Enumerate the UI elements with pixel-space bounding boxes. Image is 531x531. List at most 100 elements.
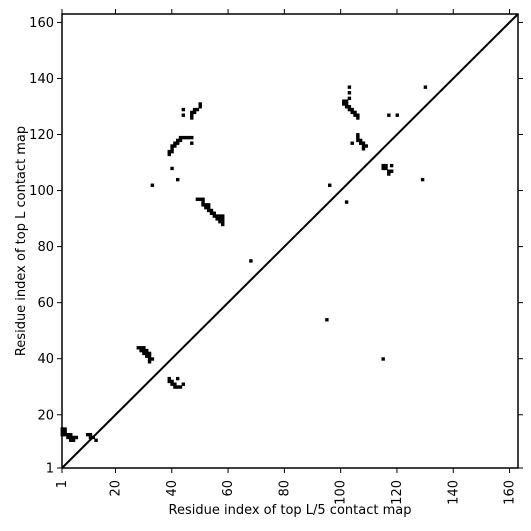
contact-point [139,348,143,353]
contact-point [212,211,216,215]
contact-point [145,351,149,356]
contact-point [88,432,93,437]
y-tick-label: 100 [29,184,54,199]
diagonal-line [61,13,519,469]
y-tick-label: 60 [37,296,54,311]
contact-point [384,163,388,168]
contact-point [356,116,360,120]
contact-point [173,385,177,389]
contact-point [190,116,194,120]
contact-point [215,217,219,221]
contact-point [142,346,146,350]
contact-point [356,135,360,140]
contact-point [190,135,194,140]
contact-point [147,357,152,361]
contact-point [218,219,222,224]
x-tick-label: 140 [446,480,461,505]
contact-point [66,435,70,440]
contact-point [364,144,368,148]
contact-point [389,163,394,168]
contact-point [361,144,366,148]
contact-point [167,152,171,157]
contact-point [176,376,180,381]
x-axis-title: Residue index of top L/5 contact map [169,503,412,518]
contact-point [356,138,360,143]
contact-point [195,107,200,112]
contact-point [173,382,177,386]
ticks-layer: 1 20 40 60 80 100 120 140 1601204060801001201401… [29,9,523,505]
contact-point [150,357,155,361]
contact-point [218,214,222,218]
contact-point [344,99,349,103]
contact-point [420,177,425,182]
contact-points-layer [60,85,428,442]
contact-point [350,107,354,112]
y-tick-label: 40 [37,352,54,367]
contact-point [358,138,363,143]
contact-point [170,147,174,151]
contact-point [88,435,93,440]
contact-point [173,144,177,148]
contact-point [215,214,219,218]
contact-point [145,348,149,353]
contact-point [192,110,197,115]
contact-point [178,385,183,389]
x-tick-label: 120 [390,480,405,505]
contact-point [147,360,152,364]
contact-point [170,166,174,171]
contact-point [209,211,214,215]
contact-point [201,200,205,204]
y-tick-label: 120 [29,128,54,143]
contact-point [195,197,200,201]
contact-point [381,163,385,168]
contact-point [381,357,385,361]
contact-point [204,205,208,210]
contact-point [142,348,146,353]
contact-point [347,107,352,112]
contact-point [142,351,146,356]
contact-point [170,144,174,148]
contact-point [178,135,183,140]
contact-point [69,432,73,437]
contact-point [221,222,225,227]
y-tick-label: 20 [37,408,54,423]
contact-point [71,435,76,440]
contact-point [389,169,394,173]
contact-point [181,113,186,117]
contact-point [136,346,140,350]
contact-point [190,113,194,117]
contact-point [167,376,171,381]
contact-point [344,102,349,106]
contact-point [342,102,346,106]
contact-point [212,214,216,218]
contact-point [190,141,194,145]
contact-point [139,346,143,350]
contact-point [206,205,211,210]
contact-point [358,141,363,145]
contact-point [63,427,67,431]
contact-point [201,203,205,207]
contact-point [176,141,180,145]
contact-point [344,105,349,109]
plot-frame [61,13,519,469]
y-tick-label: 160 [29,16,54,31]
contact-point [395,113,399,117]
contact-point [74,435,79,440]
contact-point [387,172,391,176]
contact-point [66,432,70,437]
contact-point [198,105,202,109]
contact-point [170,379,174,384]
contact-point [145,354,149,358]
contact-point [350,141,354,145]
contact-point [328,183,332,187]
contact-point [353,113,357,117]
contact-point [201,197,205,201]
contact-point [181,135,186,140]
contact-point [150,183,155,187]
contact-point [167,149,171,154]
contact-point [147,351,152,356]
contact-point [361,147,366,151]
x-tick-label: 1 [55,480,70,488]
contact-point [209,208,214,213]
